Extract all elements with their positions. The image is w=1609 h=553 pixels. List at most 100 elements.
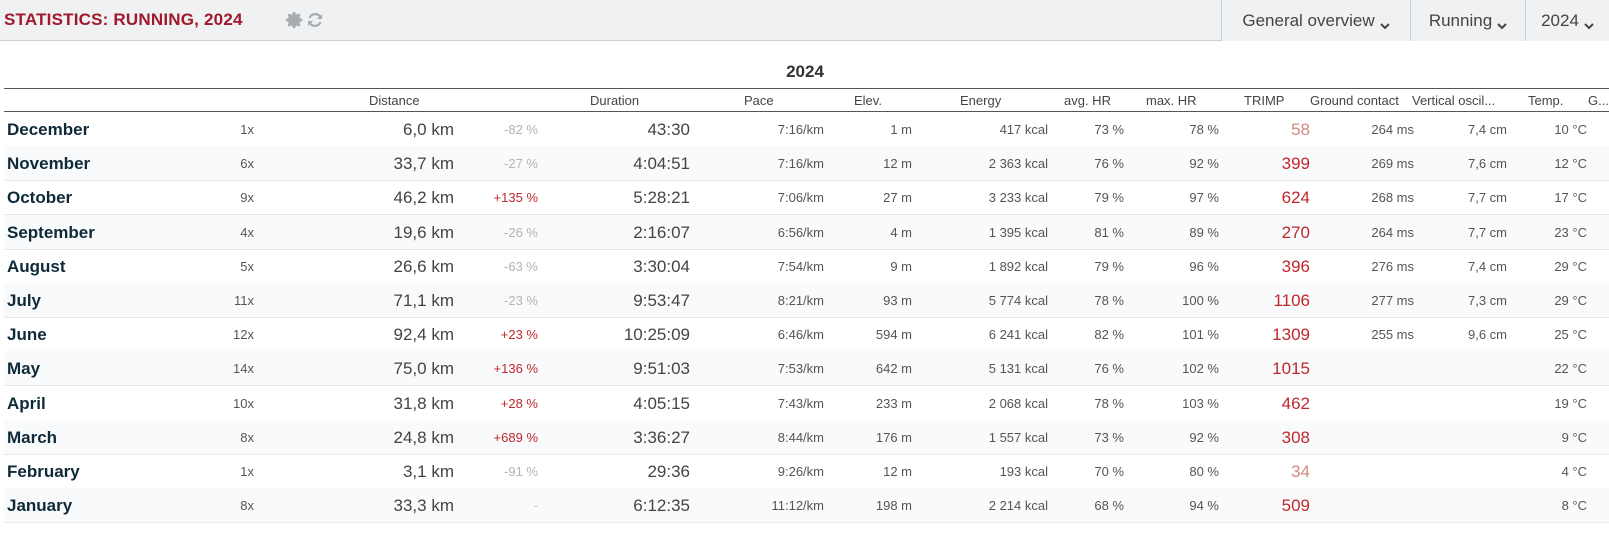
table-cell-ground-contact: 255 ms xyxy=(1371,327,1414,343)
table-row[interactable]: February 1x 3,1 km -91 % 29:36 9:26/km 12 m 193… xyxy=(4,454,1609,489)
table-row[interactable]: August 5x 26,6 km -63 % 3:30:04 7:54/km 9 m 1 8… xyxy=(4,249,1609,284)
table-cell-temp: 9 °C xyxy=(1561,429,1587,445)
table-cell-elevation: 4 m xyxy=(890,224,912,240)
table-cell-trimp: 1106 xyxy=(1273,291,1310,310)
table-cell-energy: 2 363 kcal xyxy=(988,156,1048,172)
table-cell-month: August xyxy=(7,256,66,276)
table-cell-vertical-oscillation: 7,7 cm xyxy=(1467,190,1507,206)
table-cell-trimp: 308 xyxy=(1281,427,1310,447)
table-cell-max-hr: 100 % xyxy=(1182,293,1219,308)
table-cell-ground-contact: 264 ms xyxy=(1371,224,1414,240)
table-row[interactable]: January 8x 33,3 km - 6:12:35 11:12/km 198 m 2 2… xyxy=(4,488,1609,524)
table-row[interactable]: June 12x 92,4 km +23 % 10:25:09 6:46/km 594 m 6… xyxy=(4,317,1609,353)
table-cell-vertical-oscillation: 7,6 cm xyxy=(1467,156,1507,172)
table-cell-temp: 25 °C xyxy=(1554,327,1587,343)
table-cell-elevation: 233 m xyxy=(875,395,912,411)
table-cell-ground-contact xyxy=(1334,351,1414,386)
sport-dropdown[interactable]: Running xyxy=(1410,0,1525,41)
column-header-vertical-oscillation[interactable]: Vertical oscil... xyxy=(1412,93,1496,108)
table-cell-temp: 12 °C xyxy=(1554,156,1587,172)
table-cell-count: 9x xyxy=(240,190,254,206)
table-cell-month: May xyxy=(7,359,41,379)
table-cell-count: 8x xyxy=(240,498,254,514)
table-cell-temp: 23 °C xyxy=(1554,224,1587,240)
table-cell-month: March xyxy=(7,427,58,447)
table-cell-change: -82 % xyxy=(504,122,538,137)
column-header-trimp[interactable]: TRIMP xyxy=(1244,93,1285,108)
column-header-ground-contact[interactable]: Ground contact xyxy=(1310,93,1399,108)
table-cell-vertical-oscillation: 7,4 cm xyxy=(1467,122,1507,137)
table-cell-pace: 8:44/km xyxy=(777,429,824,445)
table-cell-distance: 31,8 km xyxy=(393,393,454,413)
table-cell-trimp: 270 xyxy=(1281,222,1310,242)
column-header-pace[interactable]: Pace xyxy=(744,93,774,108)
table-cell-change: -23 % xyxy=(504,293,538,308)
table-row[interactable]: December 1x 6,0 km -82 % 43:30 7:16/km 1 m 417 … xyxy=(4,112,1609,147)
table-cell-ground-contact: 277 ms xyxy=(1371,293,1414,308)
table-cell-avg-hr: 82 % xyxy=(1094,327,1124,343)
table-cell-change: - xyxy=(533,498,538,514)
table-row[interactable]: October 9x 46,2 km +135 % 5:28:21 7:06/km 27 m… xyxy=(4,180,1609,216)
table-cell-trimp: 399 xyxy=(1281,154,1310,174)
table-cell-month: September xyxy=(7,222,95,242)
table-cell-energy: 1 557 kcal xyxy=(988,429,1048,445)
overview-dropdown[interactable]: General overview xyxy=(1221,0,1410,41)
table-cell-trimp: 1015 xyxy=(1272,359,1310,379)
table-cell-vertical-oscillation: 7,4 cm xyxy=(1467,258,1507,274)
table-cell-count: 5x xyxy=(240,258,254,274)
table-cell-avg-hr: 78 % xyxy=(1094,293,1124,308)
refresh-icon[interactable] xyxy=(305,10,325,30)
table-cell-energy: 193 kcal xyxy=(999,464,1048,479)
table-cell-avg-hr: 73 % xyxy=(1094,122,1124,137)
table-row[interactable]: November 6x 33,7 km -27 % 4:04:51 7:16/km 12 m… xyxy=(4,146,1609,182)
table-cell-change: +689 % xyxy=(493,429,538,445)
table-cell-temp: 22 °C xyxy=(1554,361,1587,377)
column-header-max-hr[interactable]: max. HR xyxy=(1146,93,1197,108)
table-row[interactable]: May 14x 75,0 km +136 % 9:51:03 7:53/km 642 m 5 … xyxy=(4,351,1609,387)
table-cell-distance: 46,2 km xyxy=(393,188,454,208)
table-cell-ground-contact: 264 ms xyxy=(1371,122,1414,137)
table-cell-trimp: 396 xyxy=(1281,256,1310,276)
table-caption-year: 2024 xyxy=(786,62,824,81)
table-cell-temp: 19 °C xyxy=(1554,395,1587,411)
table-cell-ground-contact: 276 ms xyxy=(1371,258,1414,274)
table-cell-pace: 6:46/km xyxy=(777,327,824,343)
table-cell-elevation: 176 m xyxy=(875,429,912,445)
table-cell-pace: 7:53/km xyxy=(777,361,824,377)
table-cell-avg-hr: 68 % xyxy=(1094,498,1124,514)
table-row[interactable]: July 11x 71,1 km -23 % 9:53:47 8:21/km 93 m 5 7… xyxy=(4,283,1609,318)
table-cell-change: +135 % xyxy=(493,190,538,206)
table-cell-pace: 6:56/km xyxy=(777,224,824,240)
table-cell-pace: 7:43/km xyxy=(777,395,824,411)
table-cell-distance: 24,8 km xyxy=(393,427,454,447)
table-cell-ground-contact xyxy=(1334,386,1414,421)
table-cell-temp: 17 °C xyxy=(1554,190,1587,206)
table-row[interactable]: April 10x 31,8 km +28 % 4:05:15 7:43/km 233 m 2… xyxy=(4,386,1609,421)
column-header-extra[interactable]: G... xyxy=(1588,93,1609,108)
table-cell-distance: 19,6 km xyxy=(393,222,454,242)
table-row[interactable]: September 4x 19,6 km -26 % 2:16:07 6:56/km 4 m… xyxy=(4,214,1609,250)
table-cell-month: June xyxy=(7,325,47,345)
table-cell-vertical-oscillation xyxy=(1407,488,1507,523)
table-header-rule xyxy=(4,111,1609,112)
table-cell-temp: 29 °C xyxy=(1554,293,1587,308)
column-header-duration[interactable]: Duration xyxy=(590,93,640,108)
table-cell-max-hr: 92 % xyxy=(1189,156,1219,172)
column-header-temp[interactable]: Temp. xyxy=(1528,93,1564,108)
table-cell-duration: 29:36 xyxy=(647,462,690,481)
table-cell-energy: 2 068 kcal xyxy=(988,395,1048,411)
column-header-avg-hr[interactable]: avg. HR xyxy=(1064,93,1111,108)
table-cell-avg-hr: 76 % xyxy=(1094,156,1124,172)
column-header-elev[interactable]: Elev. xyxy=(854,93,882,108)
year-dropdown[interactable]: 2024 xyxy=(1525,0,1609,41)
table-cell-energy: 6 241 kcal xyxy=(988,327,1048,343)
table-cell-vertical-oscillation xyxy=(1407,386,1507,421)
table-cell-pace: 7:54/km xyxy=(777,258,824,274)
column-header-distance[interactable]: Distance xyxy=(369,93,420,108)
gear-icon[interactable] xyxy=(285,10,305,30)
column-header-energy[interactable]: Energy xyxy=(960,93,1002,108)
table-cell-avg-hr: 81 % xyxy=(1094,224,1124,240)
table-cell-count: 12x xyxy=(233,327,254,343)
table-row[interactable]: March 8x 24,8 km +689 % 3:36:27 8:44/km 176 m 1… xyxy=(4,419,1609,455)
table-cell-vertical-oscillation: 7,7 cm xyxy=(1467,224,1507,240)
